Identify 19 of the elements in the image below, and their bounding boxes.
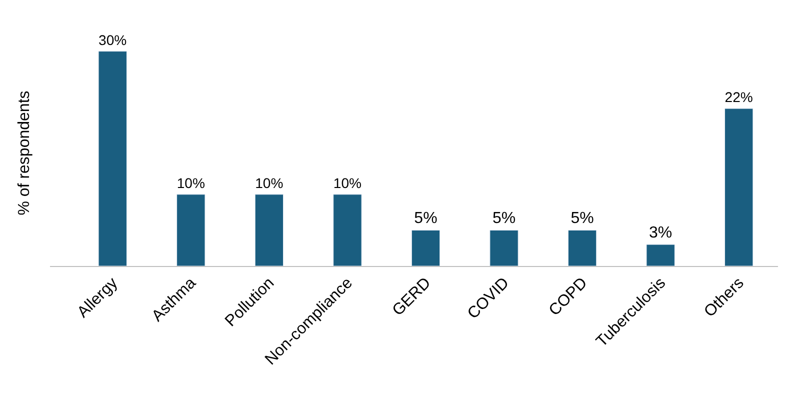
data-label: 5% <box>492 210 516 228</box>
bar <box>98 51 127 266</box>
data-label: 10% <box>176 174 205 191</box>
bar <box>411 230 440 266</box>
data-label: 10% <box>333 174 362 191</box>
bar <box>176 194 206 266</box>
data-label: 5% <box>570 210 594 228</box>
bar <box>333 194 362 266</box>
bar <box>646 244 675 266</box>
data-label: 5% <box>414 210 438 228</box>
bar <box>490 230 518 266</box>
data-label: 30% <box>98 32 127 48</box>
data-label: 3% <box>649 224 672 242</box>
bar <box>254 194 284 266</box>
data-label: 22% <box>724 89 753 106</box>
data-label: 10% <box>255 174 284 191</box>
bar <box>724 108 754 266</box>
bar <box>568 230 597 266</box>
y-axis-title: % of respondents <box>16 90 33 216</box>
